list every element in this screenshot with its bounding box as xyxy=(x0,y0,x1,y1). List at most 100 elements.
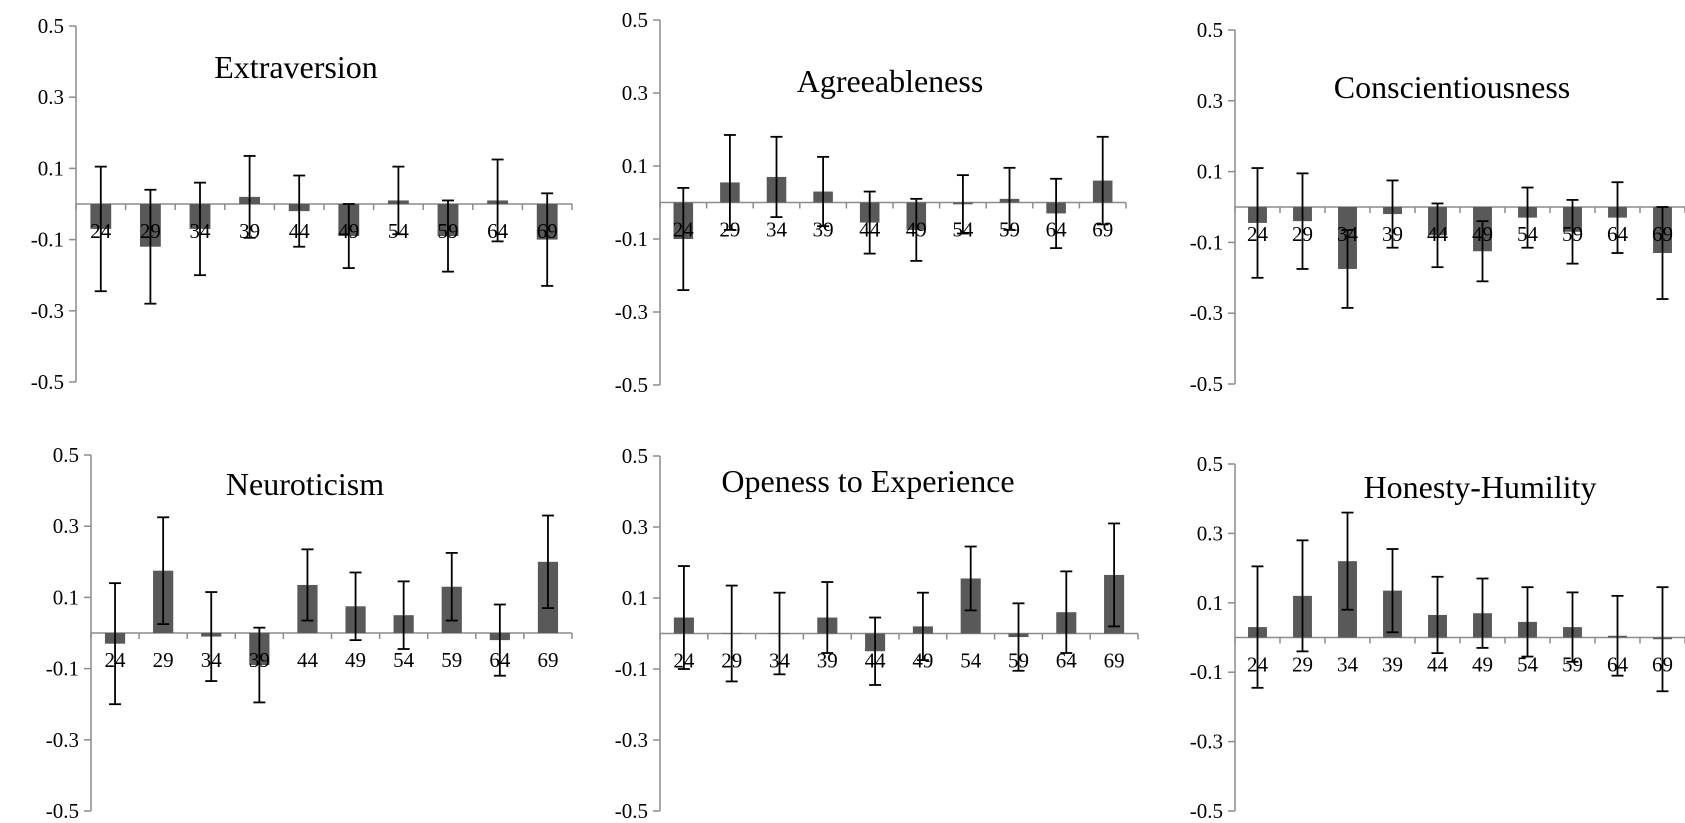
x-category-label: 39 xyxy=(239,219,260,243)
chart-title: Extraversion xyxy=(214,49,378,85)
chart-title: Conscientiousness xyxy=(1334,69,1570,105)
x-category-label: 34 xyxy=(190,219,212,243)
x-category-label: 59 xyxy=(1008,649,1029,673)
x-category-label: 24 xyxy=(673,218,695,242)
y-tick-label: 0.5 xyxy=(38,14,64,38)
x-category-label: 54 xyxy=(388,219,410,243)
y-tick-label: -0.1 xyxy=(1190,230,1223,254)
chart-panel-4: Neuroticism -0.5 -0.3 -0.1 0.1 0.3 0.5 24 29 34 39… xyxy=(46,443,573,823)
chart-panel-2: Agreeableness -0.5 -0.3 -0.1 0.1 0.3 0.5 24 29 34… xyxy=(615,8,1127,397)
x-category-label: 29 xyxy=(1292,653,1313,677)
x-category-label: 54 xyxy=(1517,222,1539,246)
y-tick-label: -0.3 xyxy=(615,728,648,752)
y-tick-label: -0.5 xyxy=(615,799,648,823)
y-tick-label: 0.1 xyxy=(1197,591,1223,615)
y-tick-label: 0.3 xyxy=(38,85,64,109)
x-category-label: 44 xyxy=(1427,653,1449,677)
y-tick-label: 0.1 xyxy=(622,154,648,178)
y-tick-label: -0.3 xyxy=(615,300,648,324)
x-category-label: 24 xyxy=(90,219,112,243)
x-category-label: 64 xyxy=(1046,218,1068,242)
x-category-label: 49 xyxy=(912,649,933,673)
x-category-label: 29 xyxy=(140,219,161,243)
chart-title: Neuroticism xyxy=(226,466,384,502)
y-tick-label: 0.5 xyxy=(53,443,79,467)
y-tick-label: 0.1 xyxy=(38,156,64,180)
x-category-label: 39 xyxy=(817,649,838,673)
x-category-label: 34 xyxy=(769,649,791,673)
x-category-label: 64 xyxy=(1607,222,1629,246)
y-tick-label: -0.1 xyxy=(46,657,79,681)
y-tick-label: 0.3 xyxy=(1197,521,1223,545)
y-tick-label: 0.5 xyxy=(1197,452,1223,476)
x-category-label: 64 xyxy=(489,648,511,672)
chart-title: Honesty-Humility xyxy=(1364,469,1597,505)
y-tick-label: -0.1 xyxy=(31,228,64,252)
x-category-label: 49 xyxy=(1472,222,1493,246)
y-tick-label: -0.1 xyxy=(1190,660,1223,684)
y-tick-label: 0.5 xyxy=(622,444,648,468)
x-category-label: 39 xyxy=(249,648,270,672)
x-category-label: 39 xyxy=(1382,653,1403,677)
y-tick-label: 0.5 xyxy=(622,8,648,32)
chart-panel-6: Honesty-Humility -0.5 -0.3 -0.1 0.1 0.3 0.5 24 2… xyxy=(1190,452,1685,823)
y-tick-label: 0.1 xyxy=(622,586,648,610)
x-category-label: 69 xyxy=(537,648,558,672)
y-tick-label: 0.3 xyxy=(622,515,648,539)
x-category-label: 29 xyxy=(1292,222,1313,246)
y-tick-label: 0.1 xyxy=(1197,160,1223,184)
x-category-label: 69 xyxy=(537,219,558,243)
x-category-label: 44 xyxy=(297,648,319,672)
x-category-label: 44 xyxy=(289,219,311,243)
y-tick-label: -0.3 xyxy=(1190,301,1223,325)
y-tick-label: -0.5 xyxy=(31,370,64,394)
x-category-label: 54 xyxy=(393,648,415,672)
x-category-label: 34 xyxy=(1337,222,1359,246)
x-category-label: 24 xyxy=(105,648,127,672)
x-category-label: 29 xyxy=(153,648,174,672)
x-category-label: 49 xyxy=(1472,653,1493,677)
x-category-label: 69 xyxy=(1092,218,1113,242)
y-tick-label: -0.3 xyxy=(46,728,79,752)
y-tick-label: 0.3 xyxy=(1197,89,1223,113)
x-category-label: 34 xyxy=(766,218,788,242)
x-category-label: 34 xyxy=(1337,653,1359,677)
y-tick-label: -0.5 xyxy=(1190,799,1223,823)
x-category-label: 44 xyxy=(865,649,887,673)
x-category-label: 64 xyxy=(1607,653,1629,677)
x-category-label: 59 xyxy=(438,219,459,243)
y-tick-label: -0.5 xyxy=(46,799,79,823)
x-category-label: 49 xyxy=(906,218,927,242)
y-tick-label: 0.5 xyxy=(1197,18,1223,42)
y-tick-label: -0.5 xyxy=(1190,372,1223,396)
x-category-label: 39 xyxy=(1382,222,1403,246)
x-category-label: 69 xyxy=(1652,222,1673,246)
y-tick-label: -0.1 xyxy=(615,657,648,681)
x-category-label: 59 xyxy=(1562,653,1583,677)
x-category-label: 49 xyxy=(338,219,359,243)
y-tick-label: -0.3 xyxy=(31,299,64,323)
x-category-label: 64 xyxy=(487,219,509,243)
x-category-label: 24 xyxy=(673,649,695,673)
x-category-label: 69 xyxy=(1104,649,1125,673)
y-tick-label: -0.5 xyxy=(615,373,648,397)
x-category-label: 29 xyxy=(719,218,740,242)
chart-panel-3: Conscientiousness -0.5 -0.3 -0.1 0.1 0.3 0.5 24… xyxy=(1190,18,1685,396)
x-category-label: 54 xyxy=(1517,653,1539,677)
y-tick-label: 0.3 xyxy=(53,514,79,538)
x-category-label: 59 xyxy=(999,218,1020,242)
x-category-label: 64 xyxy=(1056,649,1078,673)
x-category-label: 34 xyxy=(201,648,223,672)
x-category-label: 54 xyxy=(960,649,982,673)
x-category-label: 24 xyxy=(1247,653,1269,677)
chart-title: Openess to Experience xyxy=(721,463,1014,499)
x-category-label: 59 xyxy=(1562,222,1583,246)
chart-panel-1: Extraversion -0.5 -0.3 -0.1 0.1 0.3 0.5 24 29 34 3… xyxy=(31,14,573,394)
x-category-label: 59 xyxy=(441,648,462,672)
chart-panel-5: Openess to Experience -0.5 -0.3 -0.1 0.1 0.3 0… xyxy=(615,444,1139,823)
y-tick-label: -0.1 xyxy=(615,227,648,251)
x-category-label: 49 xyxy=(345,648,366,672)
y-tick-label: -0.3 xyxy=(1190,730,1223,754)
x-category-label: 29 xyxy=(721,649,742,673)
